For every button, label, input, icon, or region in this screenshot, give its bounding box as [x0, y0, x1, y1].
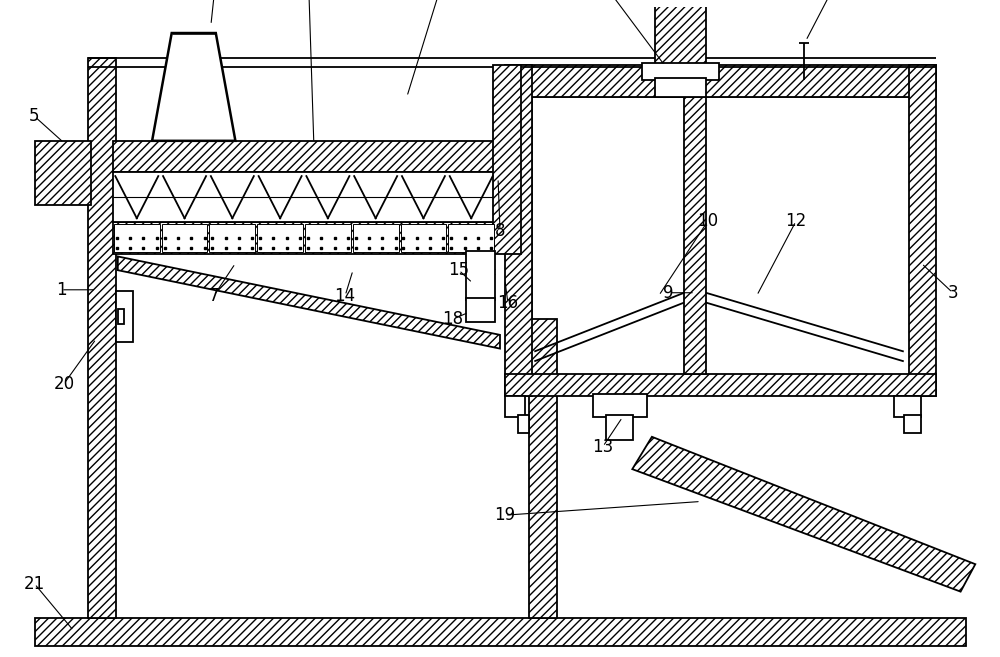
Text: 3: 3: [947, 284, 958, 302]
Bar: [655, 78, 706, 97]
Bar: [116, 291, 132, 342]
Bar: [529, 319, 557, 618]
Bar: [684, 97, 706, 374]
Bar: [353, 224, 399, 252]
Text: 7: 7: [209, 286, 219, 305]
Bar: [505, 65, 936, 97]
Text: 22: 22: [821, 0, 842, 1]
Bar: [401, 224, 446, 252]
Bar: [642, 64, 719, 80]
Bar: [162, 224, 207, 252]
Text: 4: 4: [304, 0, 314, 1]
Text: 9: 9: [663, 284, 674, 302]
Bar: [606, 415, 633, 440]
Bar: [904, 415, 921, 433]
Bar: [894, 396, 921, 417]
Text: 11: 11: [599, 0, 620, 1]
Text: 12: 12: [785, 212, 807, 230]
Bar: [88, 58, 116, 618]
Bar: [34, 618, 966, 646]
Text: 10: 10: [697, 212, 718, 230]
Text: 8: 8: [495, 222, 505, 240]
Bar: [118, 309, 124, 324]
Text: 16: 16: [497, 294, 518, 311]
Text: 21: 21: [24, 575, 45, 593]
Text: 13: 13: [592, 438, 614, 455]
Bar: [505, 65, 532, 396]
Text: 14: 14: [335, 286, 356, 305]
Text: 18: 18: [442, 310, 464, 328]
Bar: [113, 141, 495, 172]
Bar: [505, 374, 936, 396]
Bar: [34, 141, 91, 204]
Bar: [655, 0, 706, 65]
Bar: [532, 97, 909, 374]
Text: 5: 5: [29, 107, 40, 125]
Bar: [209, 224, 255, 252]
Bar: [448, 224, 494, 252]
Polygon shape: [118, 256, 500, 349]
Bar: [305, 224, 351, 252]
Text: 15: 15: [448, 261, 469, 279]
Bar: [593, 394, 647, 417]
Polygon shape: [632, 437, 975, 592]
Bar: [493, 65, 521, 254]
Text: 2: 2: [434, 0, 445, 1]
Bar: [113, 222, 495, 254]
Bar: [466, 250, 495, 300]
Text: 20: 20: [53, 375, 74, 393]
Text: 19: 19: [494, 506, 515, 524]
Bar: [505, 396, 524, 417]
Bar: [257, 224, 303, 252]
Bar: [114, 224, 160, 252]
Polygon shape: [152, 33, 235, 141]
Bar: [113, 172, 495, 222]
Bar: [909, 65, 936, 396]
Bar: [518, 415, 529, 433]
Text: 1: 1: [56, 281, 66, 299]
Bar: [466, 298, 495, 322]
